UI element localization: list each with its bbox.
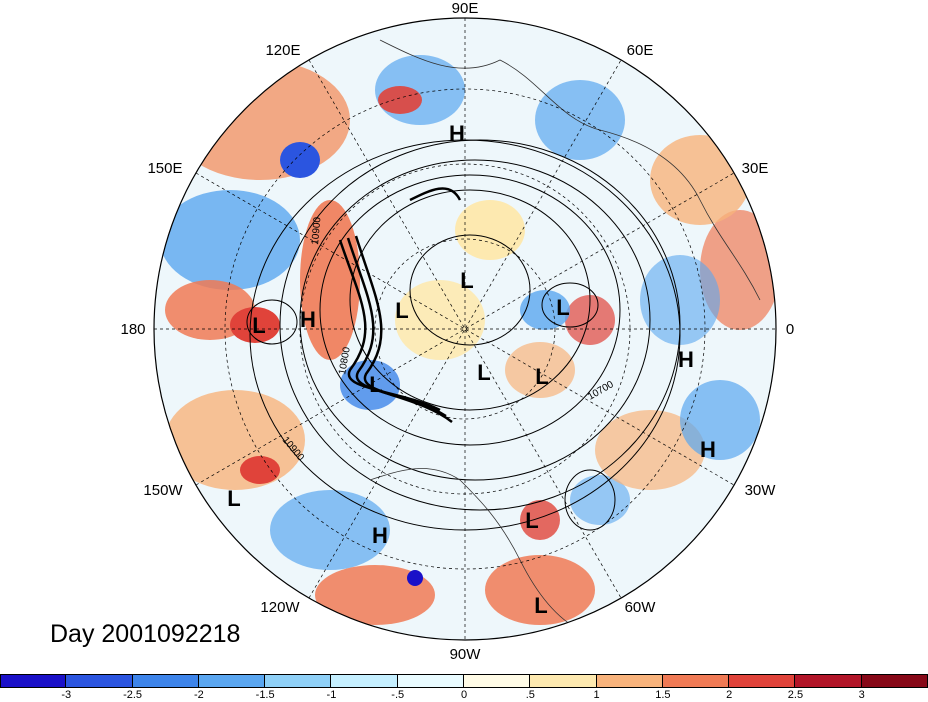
colorbar-swatch bbox=[464, 674, 531, 688]
lon-label-60w: 60W bbox=[625, 599, 657, 616]
lon-label-120w: 120W bbox=[260, 599, 300, 616]
colorbar-tick-label: -2.5 bbox=[123, 689, 143, 701]
lon-label-90w: 90W bbox=[450, 646, 482, 663]
colorbar-swatch bbox=[596, 674, 663, 688]
colorbar-swatch bbox=[265, 674, 332, 688]
high-marker: H bbox=[372, 523, 388, 548]
colorbar-tick-label: .5 bbox=[525, 689, 535, 701]
map-title: Day 2001092218 bbox=[50, 620, 241, 648]
high-marker: H bbox=[300, 307, 316, 332]
lon-label-150w: 150W bbox=[143, 482, 183, 499]
low-marker: L bbox=[477, 360, 490, 385]
low-marker: L bbox=[534, 593, 547, 618]
lon-label-120e: 120E bbox=[265, 42, 300, 59]
low-marker: L bbox=[369, 372, 382, 397]
colorbar-tick-label: -3 bbox=[61, 689, 72, 701]
low-marker: L bbox=[227, 486, 240, 511]
colorbar-tick-label: -.5 bbox=[391, 689, 405, 701]
colorbar-swatch bbox=[662, 674, 730, 688]
colorbar-tick-label: 1 bbox=[593, 689, 600, 701]
low-marker: L bbox=[525, 508, 538, 533]
lon-label-180: 180 bbox=[120, 321, 145, 338]
colorbar-swatch bbox=[66, 674, 133, 688]
colorbar-tick-label: 0 bbox=[460, 689, 468, 701]
colorbar-tick-label: -1.5 bbox=[255, 689, 275, 701]
colorbar-swatch bbox=[331, 674, 398, 688]
lon-label-30w: 30W bbox=[745, 482, 777, 499]
colorbar-swatch bbox=[530, 674, 597, 688]
colorbar-tick-label: 2.5 bbox=[787, 689, 804, 701]
lon-label-150e: 150E bbox=[147, 160, 182, 177]
low-marker: L bbox=[556, 295, 569, 320]
low-marker: L bbox=[535, 364, 548, 389]
contour-label: 10800 bbox=[337, 346, 353, 376]
low-marker: L bbox=[252, 313, 265, 338]
colorbar-tick-label: -2 bbox=[193, 689, 204, 701]
colorbar-tick-label: 3 bbox=[858, 689, 865, 701]
colorbar-swatch bbox=[795, 674, 862, 688]
lon-label-60e: 60E bbox=[627, 42, 654, 59]
graticule bbox=[154, 18, 776, 640]
low-marker: L bbox=[460, 268, 473, 293]
colorbar-swatch bbox=[729, 674, 796, 688]
colorbar-tick-label: 2 bbox=[726, 689, 733, 701]
colorbar-tick-label: 1.5 bbox=[655, 689, 671, 701]
high-marker: H bbox=[449, 121, 465, 146]
colorbar-swatch bbox=[0, 674, 67, 688]
high-marker: H bbox=[678, 347, 694, 372]
coastlines bbox=[369, 39, 761, 631]
low-marker: L bbox=[395, 298, 408, 323]
map-boundary bbox=[153, 17, 777, 641]
jet-contours bbox=[338, 187, 462, 423]
lon-label-30e: 30E bbox=[742, 160, 769, 177]
colorbar-swatch bbox=[397, 674, 464, 688]
pressure-centers: H L L L L L L H H H L L L H L bbox=[227, 121, 716, 618]
colorbar-frame bbox=[0, 674, 928, 688]
longitude-labels: 90E 60E 30E 0 30W 60W 90W 120W 150W 180 … bbox=[120, 0, 794, 663]
high-marker: H bbox=[700, 437, 716, 462]
colorbar-swatch bbox=[198, 674, 266, 688]
colorbar-swatch bbox=[132, 674, 199, 688]
colorbar: -3 -2.5 -2 -1.5 -1 -.5 0 .5 1 1.5 2 2.5 3 bbox=[0, 674, 928, 702]
contour-label: 10900 bbox=[310, 216, 323, 245]
colorbar-tick-label: -1 bbox=[326, 689, 337, 701]
lon-label-90e: 90E bbox=[452, 0, 479, 17]
lon-label-0: 0 bbox=[786, 321, 794, 338]
